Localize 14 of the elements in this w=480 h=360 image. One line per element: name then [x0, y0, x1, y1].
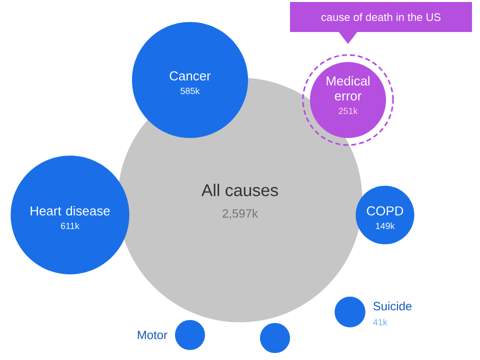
- category-label: Heart disease: [30, 206, 110, 216]
- text: cause of death in the US: [321, 12, 440, 22]
- data-label: 41k: [373, 318, 388, 326]
- data-label: 251k: [338, 108, 358, 114]
- category-label: Cancer: [170, 71, 211, 80]
- category-label: Medical error: [326, 76, 370, 100]
- data-label: 149k: [376, 222, 395, 230]
- category-label: All causes: [201, 184, 278, 196]
- category-label: Suicide: [373, 302, 412, 310]
- category-label: COPD: [366, 206, 404, 216]
- data-label: 611k: [61, 222, 80, 230]
- category-label: Motor: [138, 330, 168, 340]
- data-label: 2,597k: [222, 208, 258, 220]
- data-label: 585k: [180, 88, 200, 94]
